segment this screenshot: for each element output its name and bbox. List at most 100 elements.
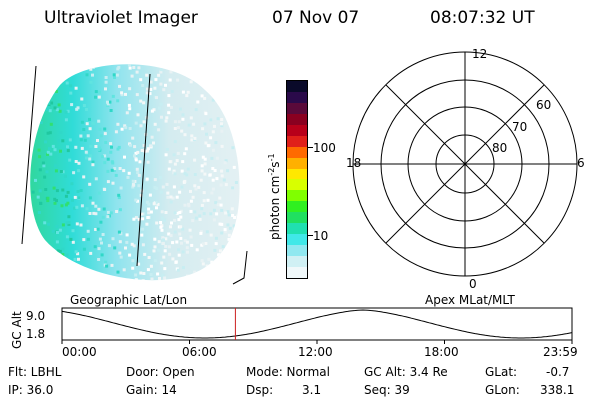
uv-pixel — [53, 106, 57, 110]
uv-pixel — [106, 169, 110, 173]
uv-pixel — [172, 185, 176, 189]
uv-pixel — [56, 249, 60, 253]
uv-pixel — [201, 72, 205, 76]
uv-pixel — [194, 108, 198, 112]
uv-pixel — [202, 282, 205, 285]
uv-pixel — [244, 180, 247, 183]
uv-pixel — [100, 241, 103, 245]
uv-pixel — [227, 237, 231, 241]
uv-pixel — [104, 80, 108, 84]
uv-pixel — [70, 59, 73, 62]
uv-pixel — [79, 223, 83, 227]
uv-pixel — [147, 211, 151, 215]
uv-pixel — [220, 169, 224, 173]
uv-pixel — [206, 76, 210, 80]
uv-pixel — [136, 171, 140, 175]
uv-pixel — [226, 264, 229, 268]
uv-pixel — [66, 109, 70, 113]
uv-pixel — [31, 190, 35, 194]
uv-pixel — [133, 154, 136, 158]
colorbar-segment — [287, 201, 307, 213]
uv-pixel — [210, 260, 214, 264]
uv-pixel — [165, 116, 169, 120]
uv-pixel — [119, 255, 123, 259]
uv-pixel — [167, 111, 171, 115]
uv-pixel — [200, 203, 204, 207]
uv-pixel — [85, 156, 89, 160]
uv-pixel — [39, 79, 43, 83]
uv-pixel — [209, 136, 213, 140]
uv-pixel — [36, 103, 40, 107]
uv-pixel — [36, 195, 40, 199]
uv-pixel — [180, 185, 184, 189]
timeline-ytick-1.8: 1.8 — [26, 327, 46, 341]
uv-pixel — [88, 157, 92, 161]
uv-pixel — [24, 103, 27, 106]
uv-pixel — [128, 127, 132, 130]
uv-pixel — [64, 60, 67, 63]
uv-pixel — [172, 153, 176, 157]
uv-pixel — [89, 144, 93, 148]
uv-pixel — [186, 90, 190, 94]
uv-pixel — [189, 209, 193, 213]
uv-pixel — [110, 145, 113, 149]
uv-pixel — [225, 113, 229, 117]
uv-pixel — [106, 210, 110, 214]
uv-pixel — [136, 113, 140, 117]
uv-pixel — [161, 216, 164, 220]
uv-pixel — [163, 267, 167, 271]
uv-pixel — [187, 60, 190, 63]
uv-pixel — [46, 150, 50, 154]
uv-pixel — [173, 162, 177, 166]
uv-pixel — [100, 253, 104, 257]
uv-pixel — [178, 232, 182, 236]
uv-pixel — [224, 67, 228, 71]
uv-pixel — [134, 151, 138, 155]
uv-pixel — [224, 159, 228, 163]
uv-pixel — [57, 71, 61, 75]
uv-pixel — [212, 90, 215, 94]
uv-pixel — [149, 87, 153, 91]
uv-pixel — [185, 94, 189, 98]
uv-pixel — [207, 70, 211, 74]
uv-pixel — [153, 185, 157, 189]
uv-pixel — [175, 56, 178, 59]
uv-pixel — [235, 111, 239, 115]
uv-pixel — [162, 88, 166, 92]
uv-pixel — [200, 81, 204, 85]
uv-pixel — [54, 267, 58, 271]
uv-pixel — [159, 221, 163, 224]
uv-pixel — [41, 283, 44, 286]
uv-pixel — [153, 86, 157, 90]
uv-pixel — [85, 207, 89, 211]
uv-pixel — [231, 68, 235, 72]
uv-pixel — [66, 145, 69, 149]
uv-pixel — [241, 132, 244, 135]
uv-pixel — [71, 198, 74, 202]
uv-pixel — [42, 65, 46, 69]
uv-pixel — [211, 178, 215, 182]
uv-pixel — [206, 144, 210, 148]
uv-pixel — [55, 199, 58, 203]
timeline-xtick-1200: 12:00 — [298, 345, 333, 359]
uv-pixel — [181, 266, 185, 270]
uv-pixel — [89, 251, 93, 255]
uv-pixel — [232, 249, 236, 253]
uv-pixel — [227, 120, 231, 124]
uv-pixel — [204, 85, 208, 89]
uv-pixel — [146, 160, 150, 164]
uv-pixel — [229, 285, 232, 288]
uv-pixel — [164, 119, 168, 123]
uv-pixel — [134, 121, 138, 125]
uv-pixel — [82, 247, 86, 251]
uv-pixel — [48, 131, 52, 135]
uv-pixel — [65, 221, 69, 225]
uv-pixel — [100, 155, 104, 159]
uv-pixel — [170, 90, 174, 93]
uv-pixel — [104, 76, 108, 79]
uv-pixel — [118, 167, 122, 170]
uv-pixel — [214, 141, 218, 145]
uv-pixel — [82, 128, 86, 131]
uv-pixel — [200, 164, 204, 168]
uv-pixel — [94, 228, 98, 231]
